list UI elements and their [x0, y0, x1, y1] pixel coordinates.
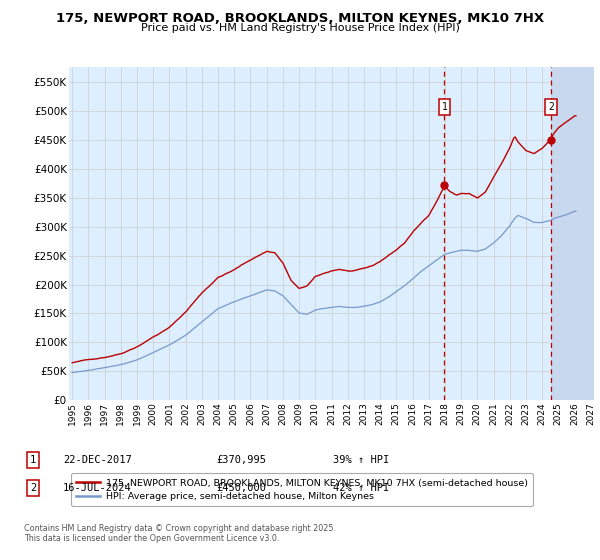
Text: Price paid vs. HM Land Registry's House Price Index (HPI): Price paid vs. HM Land Registry's House … — [140, 23, 460, 33]
Text: 42% ↑ HPI: 42% ↑ HPI — [333, 483, 389, 493]
Text: 22-DEC-2017: 22-DEC-2017 — [63, 455, 132, 465]
Text: 2: 2 — [30, 483, 36, 493]
Text: 1: 1 — [442, 102, 448, 112]
Text: 39% ↑ HPI: 39% ↑ HPI — [333, 455, 389, 465]
Text: 16-JUL-2024: 16-JUL-2024 — [63, 483, 132, 493]
Text: £370,995: £370,995 — [216, 455, 266, 465]
Text: £450,000: £450,000 — [216, 483, 266, 493]
Text: Contains HM Land Registry data © Crown copyright and database right 2025.
This d: Contains HM Land Registry data © Crown c… — [24, 524, 336, 543]
Bar — [551, 67, 600, 400]
Text: 175, NEWPORT ROAD, BROOKLANDS, MILTON KEYNES, MK10 7HX: 175, NEWPORT ROAD, BROOKLANDS, MILTON KE… — [56, 12, 544, 25]
Legend: 175, NEWPORT ROAD, BROOKLANDS, MILTON KEYNES, MK10 7HX (semi-detached house), HP: 175, NEWPORT ROAD, BROOKLANDS, MILTON KE… — [71, 473, 533, 506]
Bar — [551, 67, 600, 400]
Text: 1: 1 — [30, 455, 36, 465]
Text: 2: 2 — [548, 102, 554, 112]
